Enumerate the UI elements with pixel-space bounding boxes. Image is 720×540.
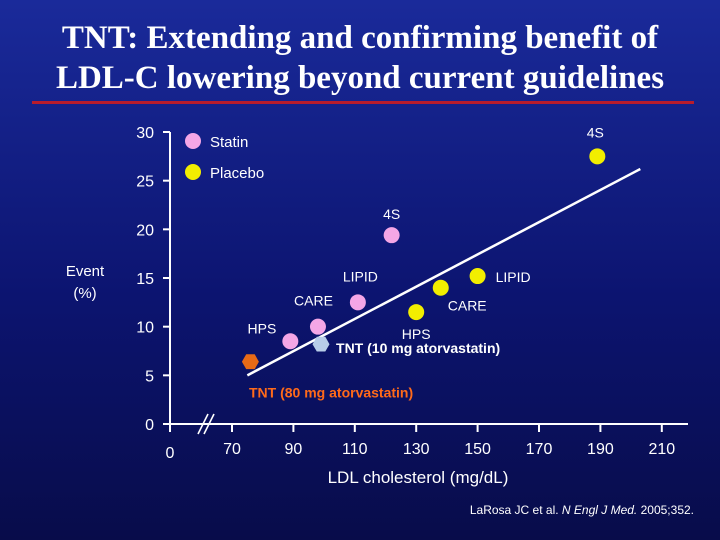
y-tick-label: 10 bbox=[136, 320, 154, 337]
slide-title: TNT: Extending and confirming benefit of… bbox=[0, 18, 720, 98]
citation-journal: N Engl J Med. bbox=[561, 503, 638, 517]
axis-break-mark bbox=[203, 413, 215, 435]
point-labels: TNT (80 mg atorvastatin) TNT (10 mg atorv… bbox=[248, 124, 604, 400]
x-tick-label: 90 bbox=[285, 441, 303, 458]
tnt-point-tnt-80-mg-atorvastatin--label: TNT (80 mg atorvastatin) bbox=[249, 385, 413, 401]
statin-point-lipid bbox=[349, 294, 366, 311]
statin-point-hps bbox=[282, 333, 299, 350]
title-line-1: TNT: Extending and confirming benefit of bbox=[61, 20, 659, 56]
y-tick-label: 20 bbox=[136, 222, 154, 239]
legend: Statin Placebo bbox=[185, 133, 264, 182]
tnt-point-tnt-10-mg-atorvastatin- bbox=[312, 336, 330, 352]
y-axis-label-line-1: Event bbox=[66, 263, 105, 280]
tnt-point-tnt-10-mg-atorvastatin--label: TNT (10 mg atorvastatin) bbox=[336, 340, 500, 356]
legend-label-statin: Statin bbox=[210, 134, 248, 151]
statin-point-care bbox=[309, 318, 326, 335]
data-points bbox=[241, 148, 606, 370]
x-tick-label: 110 bbox=[342, 441, 368, 458]
citation-year: 2005;352. bbox=[637, 503, 694, 517]
placebo-point-lipid-label: LIPID bbox=[496, 269, 531, 285]
legend-label-placebo: Placebo bbox=[210, 165, 264, 182]
axis-break-mark bbox=[197, 413, 209, 435]
x-tick-label: 150 bbox=[464, 441, 491, 458]
statin-point-4s bbox=[383, 227, 400, 244]
placebo-point-hps-label: HPS bbox=[402, 326, 431, 342]
x-tick-label: 130 bbox=[403, 441, 430, 458]
x-tick-label: 190 bbox=[587, 441, 614, 458]
statin-point-care-label: CARE bbox=[294, 293, 333, 309]
tnt-point-tnt-80-mg-atorvastatin- bbox=[241, 354, 259, 370]
citation: LaRosa JC et al. N Engl J Med. 2005;352. bbox=[470, 503, 694, 517]
x-tick-label: 210 bbox=[648, 441, 675, 458]
x-axis-label: LDL cholesterol (mg/dL) bbox=[328, 468, 509, 487]
y-tick-label: 15 bbox=[136, 271, 154, 288]
title-line-2: LDL-C lowering beyond current guidelines bbox=[55, 60, 665, 96]
title-divider bbox=[32, 101, 694, 104]
placebo-point-care bbox=[432, 279, 449, 296]
legend-marker-statin bbox=[185, 133, 201, 149]
x-tick-label: 170 bbox=[526, 441, 553, 458]
statin-point-hps-label: HPS bbox=[248, 320, 277, 336]
y-tick-label: 30 bbox=[136, 125, 154, 142]
legend-marker-placebo bbox=[185, 164, 201, 180]
placebo-point-lipid bbox=[469, 268, 486, 285]
y-tick-label: 0 bbox=[145, 417, 154, 434]
y-tick-label: 5 bbox=[145, 368, 154, 385]
x-origin-label: 0 bbox=[166, 445, 175, 462]
chart-axes: 0 5 10 15 20 25 30 0 70 90 110 130 150 170 190 210 bbox=[136, 125, 688, 462]
placebo-point-hps bbox=[408, 304, 425, 321]
citation-authors: LaRosa JC et al. bbox=[469, 503, 562, 517]
trendline bbox=[246, 167, 641, 377]
y-axis-label-line-2: (%) bbox=[73, 285, 96, 302]
statin-point-4s-label: 4S bbox=[383, 206, 400, 222]
placebo-point-4s bbox=[589, 148, 606, 165]
y-tick-label: 25 bbox=[136, 174, 154, 191]
placebo-point-4s-label: 4S bbox=[587, 124, 604, 140]
x-tick-label: 70 bbox=[223, 441, 241, 458]
statin-point-lipid-label: LIPID bbox=[343, 268, 378, 284]
placebo-point-care-label: CARE bbox=[448, 298, 487, 314]
